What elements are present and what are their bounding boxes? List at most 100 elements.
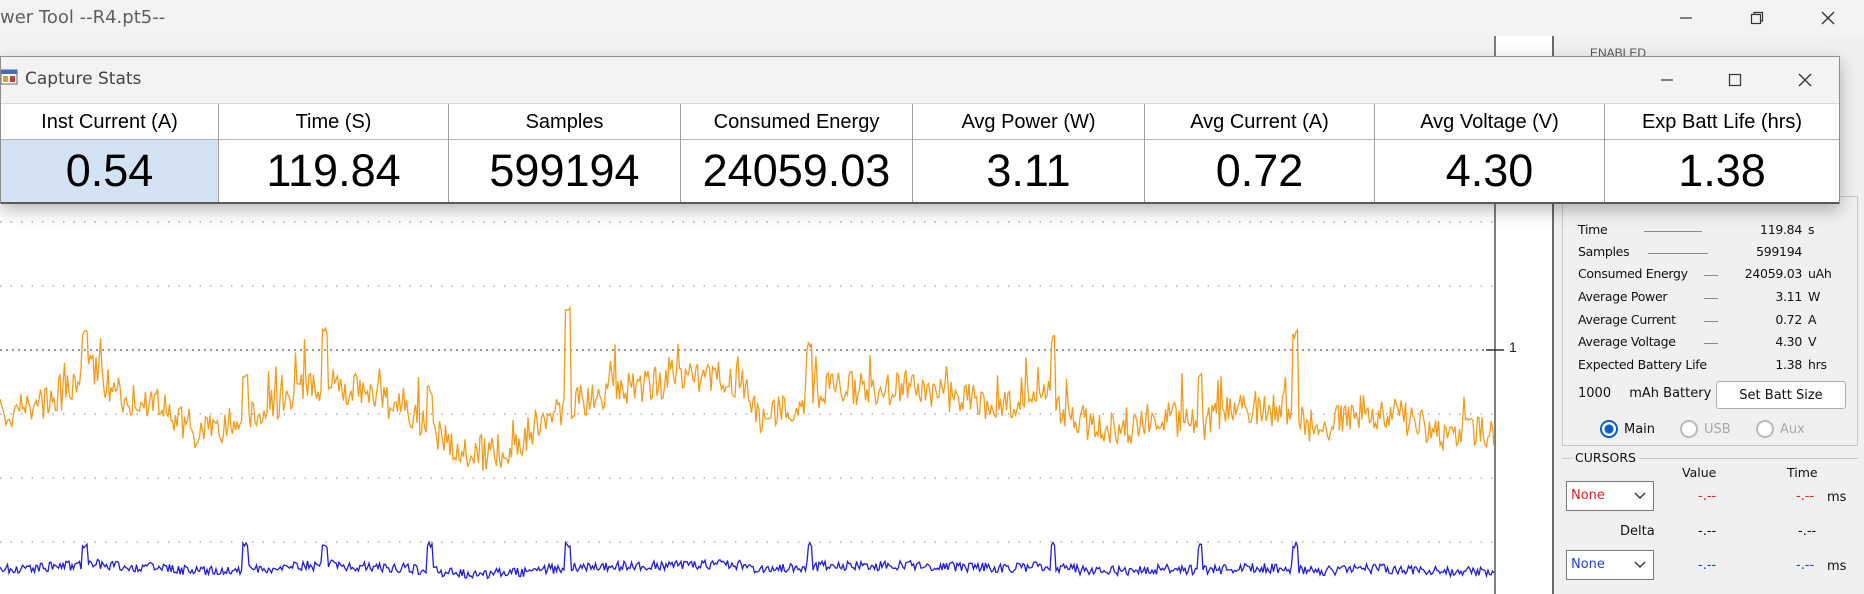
- cursor-time-header: Time: [1787, 465, 1818, 480]
- capture-close-button[interactable]: [1775, 57, 1835, 103]
- stat-value: 4.30: [1775, 334, 1802, 349]
- cursor1-select[interactable]: None: [1566, 481, 1654, 511]
- current-trace: [0, 305, 1495, 471]
- stat-row-average-voltage: Average Voltage 4.30 V: [1578, 334, 1846, 354]
- stat-label: Samples: [1578, 244, 1630, 259]
- cursors-group-box: [1562, 458, 1858, 594]
- chevron-down-icon: [1634, 492, 1646, 499]
- radio-selected-icon: [1600, 420, 1618, 438]
- minimize-icon: [1680, 17, 1692, 19]
- stat-row-average-power: Average Power 3.11 W: [1578, 289, 1846, 309]
- stat-label: Time: [1578, 222, 1608, 237]
- cursors-title: CURSORS: [1572, 450, 1639, 465]
- header-inst-current[interactable]: Inst Current (A): [1, 104, 219, 140]
- radio-usb-label: USB: [1704, 421, 1731, 437]
- cursor1-value: -.--: [1698, 489, 1717, 504]
- stat-label: Consumed Energy: [1578, 266, 1688, 281]
- stat-value: 24059.03: [1744, 266, 1803, 281]
- radio-aux[interactable]: Aux: [1756, 418, 1805, 440]
- cursor2-time: -.--: [1796, 558, 1815, 573]
- radio-unselected-icon: [1756, 420, 1774, 438]
- header-avg-current[interactable]: Avg Current (A): [1145, 104, 1375, 140]
- stat-leader-line: [1648, 253, 1708, 254]
- stat-value: 3.11: [1775, 289, 1802, 304]
- value-consumed-energy[interactable]: 24059.03: [681, 140, 913, 202]
- capture-minimize-button[interactable]: [1637, 57, 1697, 103]
- main-window-title: wer Tool --R4.pt5--: [0, 7, 166, 28]
- value-exp-batt-life[interactable]: 1.38: [1678, 145, 1766, 196]
- chevron-down-icon: [1634, 561, 1646, 568]
- app-window-icon: [1, 69, 18, 85]
- radio-main[interactable]: Main: [1600, 418, 1655, 440]
- capture-stats-header-row: Inst Current (A) Time (S) Samples Consum…: [1, 103, 1839, 140]
- capture-maximize-button[interactable]: [1705, 57, 1765, 103]
- stat-unit: hrs: [1808, 357, 1827, 372]
- delta-time: -.--: [1798, 524, 1817, 539]
- radio-main-label: Main: [1624, 421, 1656, 437]
- value-samples[interactable]: 599194: [449, 140, 681, 202]
- stat-row-expected-battery-life: Expected Battery Life 1.38 hrs: [1578, 357, 1846, 377]
- header-avg-power[interactable]: Avg Power (W): [913, 104, 1145, 140]
- capture-stats-value-row: 0.54 119.84 599194 24059.03 3.11 0.72 4.…: [1, 140, 1839, 203]
- stat-label: Average Power: [1578, 289, 1668, 304]
- stat-unit: uAh: [1808, 266, 1832, 281]
- cursor1-time: -.--: [1796, 489, 1815, 504]
- capture-stats-window: Capture Stats Inst Current (A) Time (S) …: [0, 56, 1840, 204]
- stat-value: 0.72: [1775, 312, 1802, 327]
- stat-leader-line: [1704, 298, 1718, 299]
- close-icon: [1798, 73, 1812, 87]
- header-time[interactable]: Time (S): [219, 104, 449, 140]
- value-avg-voltage[interactable]: 4.30: [1375, 140, 1605, 202]
- stat-leader-line: [1704, 321, 1718, 322]
- capture-stats-bottom-border: [1, 202, 1839, 204]
- restore-button[interactable]: [1727, 0, 1787, 36]
- set-batt-size-button[interactable]: Set Batt Size: [1716, 381, 1846, 409]
- cursor2-select-value: None: [1571, 557, 1605, 572]
- capture-stats-table: Inst Current (A) Time (S) Samples Consum…: [1, 103, 1839, 203]
- stat-label: Average Current: [1578, 312, 1676, 327]
- capture-stats-title-bar: Capture Stats: [1, 57, 1839, 103]
- stat-value: 599194: [1756, 244, 1802, 259]
- value-time[interactable]: 119.84: [219, 140, 449, 202]
- stat-value: 119.84: [1760, 222, 1802, 237]
- stat-value: 1.38: [1775, 357, 1802, 372]
- close-button[interactable]: [1798, 0, 1858, 36]
- cursor2-value: -.--: [1698, 558, 1717, 573]
- stat-unit: W: [1808, 289, 1821, 304]
- minimize-icon: [1661, 79, 1673, 81]
- stat-row-average-current: Average Current 0.72 A: [1578, 312, 1846, 332]
- capture-stats-title: Capture Stats: [25, 69, 142, 89]
- radio-unselected-icon: [1680, 420, 1698, 438]
- voltage-trace: [0, 540, 1495, 580]
- battery-capacity-value: 1000: [1578, 386, 1612, 401]
- header-samples[interactable]: Samples: [449, 104, 681, 140]
- delta-value: -.--: [1698, 524, 1717, 539]
- close-icon: [1821, 11, 1835, 25]
- stat-label: Average Voltage: [1578, 334, 1676, 349]
- y-tick-label: 1: [1509, 339, 1517, 355]
- header-avg-voltage[interactable]: Avg Voltage (V): [1375, 104, 1605, 140]
- minimize-button[interactable]: [1656, 0, 1716, 36]
- stat-row-samples: Samples 599194: [1578, 244, 1846, 264]
- stat-unit: s: [1808, 222, 1815, 237]
- battery-unit-label: mAh Battery: [1629, 386, 1712, 401]
- value-avg-current[interactable]: 0.72: [1145, 140, 1375, 202]
- header-consumed-energy[interactable]: Consumed Energy: [681, 104, 913, 140]
- main-title-bar: wer Tool --R4.pt5--: [0, 0, 1864, 36]
- cursor2-select[interactable]: None: [1566, 550, 1654, 580]
- value-inst-current[interactable]: 0.54: [1, 140, 219, 202]
- cursor2-time-unit: ms: [1827, 559, 1847, 574]
- value-avg-power[interactable]: 3.11: [913, 140, 1145, 202]
- cursor1-time-unit: ms: [1827, 490, 1847, 505]
- maximize-icon: [1728, 73, 1742, 87]
- stat-row-consumed-energy: Consumed Energy 24059.03 uAh: [1578, 266, 1846, 286]
- cursor1-select-value: None: [1571, 488, 1605, 503]
- stat-label: Expected Battery Life: [1578, 357, 1707, 372]
- stat-leader-line: [1704, 275, 1718, 276]
- radio-usb[interactable]: USB: [1680, 418, 1731, 440]
- delta-label: Delta: [1620, 524, 1655, 539]
- stat-row-time: Time 119.84 s: [1578, 222, 1846, 242]
- header-exp-batt-life[interactable]: Exp Batt Life (hrs): [1641, 111, 1803, 133]
- battery-size-row: 1000 mAh Battery: [1578, 386, 1711, 401]
